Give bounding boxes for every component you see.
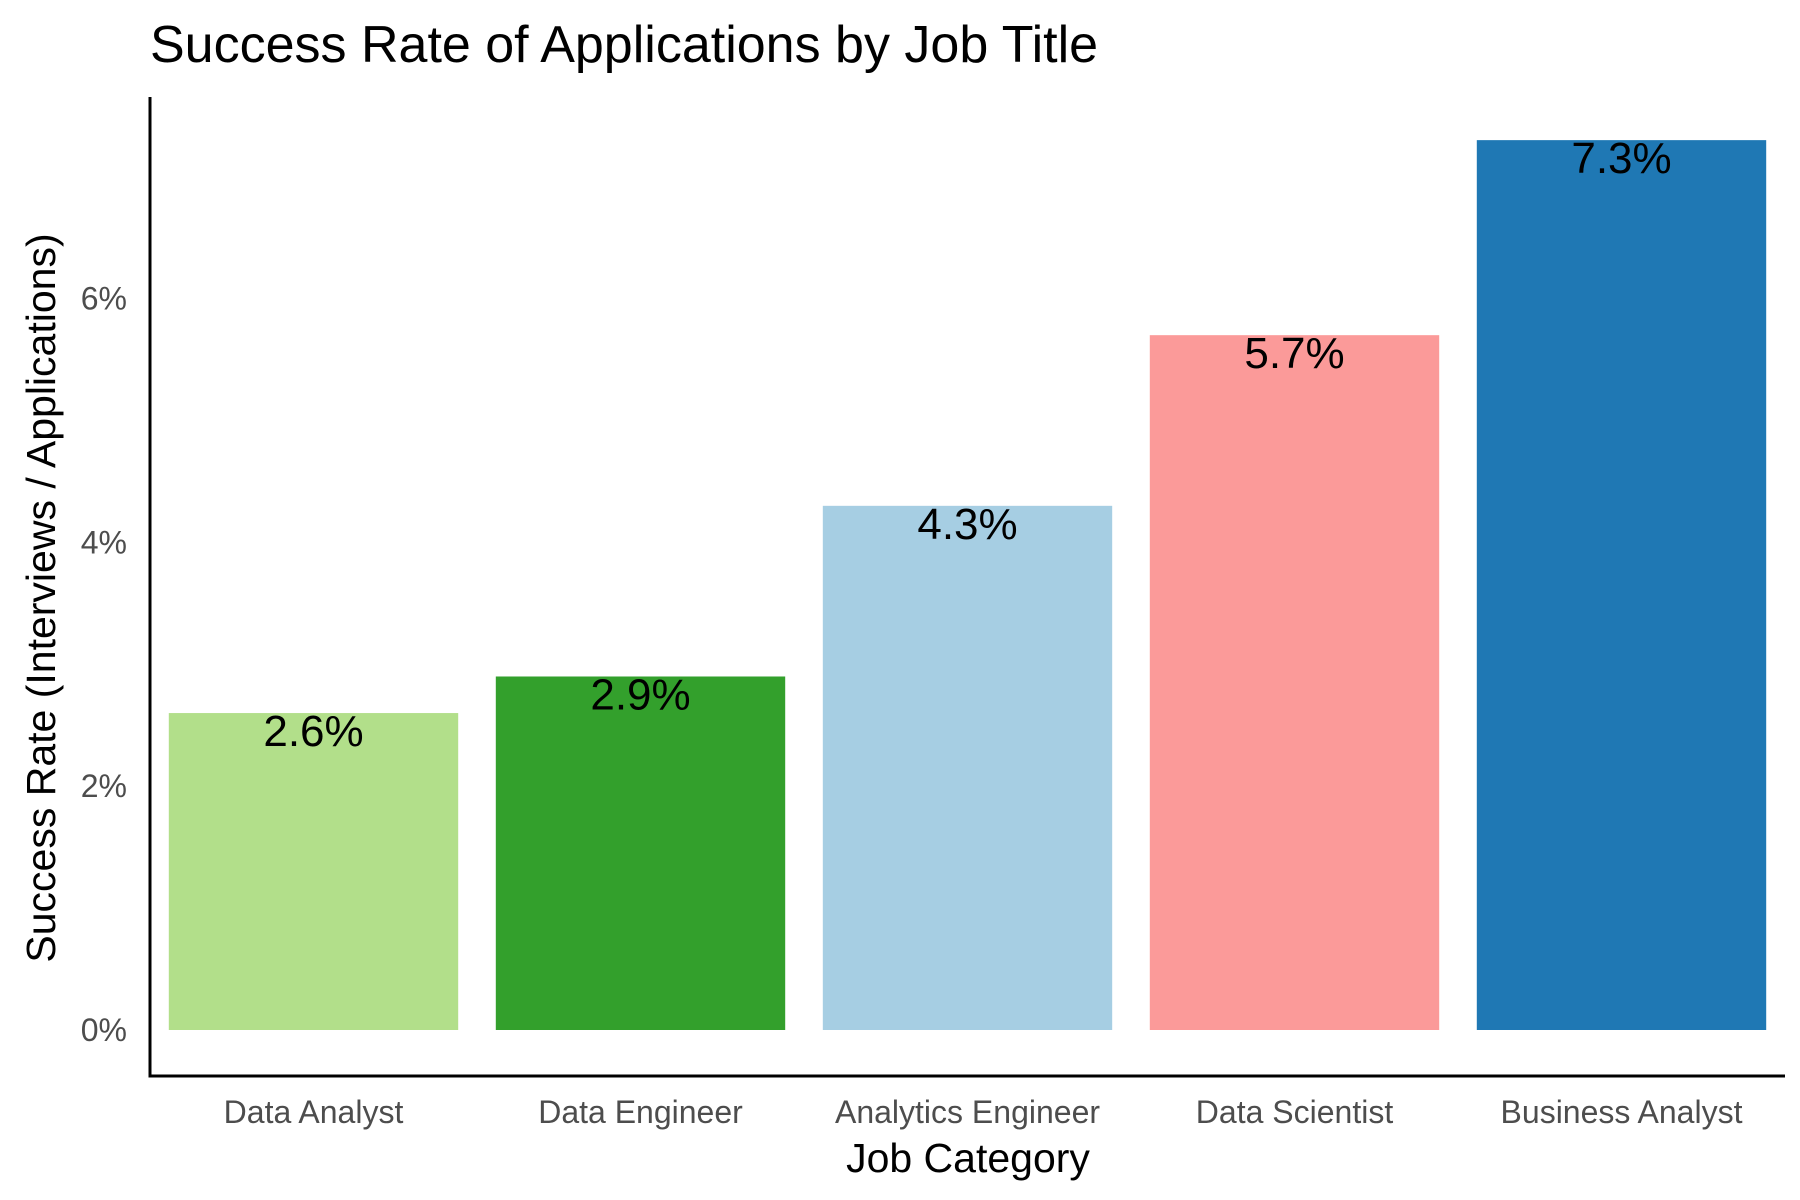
bars-layer [168,140,1767,1031]
y-tick-labels: 0% 2% 4% 6% [81,281,127,1048]
y-tick-label: 6% [81,281,127,317]
bar-data-analyst [168,713,459,1030]
data-labels-layer: 2.6% 2.9% 4.3% 5.7% 7.3% [263,134,1671,756]
bar-data-engineer [495,676,786,1030]
y-tick-label: 0% [81,1012,127,1048]
y-tick-label: 4% [81,524,127,560]
bar-analytics-engineer [822,505,1113,1031]
data-label: 5.7% [1244,329,1344,378]
x-tick-labels: Data Analyst Data Engineer Analytics Engin… [224,1094,1743,1130]
x-tick-label: Data Analyst [224,1094,404,1130]
x-tick-label: Data Engineer [538,1094,743,1130]
bar-business-analyst [1476,140,1767,1030]
y-tick-label: 2% [81,768,127,804]
bar-data-scientist [1149,335,1440,1030]
y-axis-title: Success Rate (Interviews / Applications) [18,233,64,962]
chart-title: Success Rate of Applications by Job Titl… [150,16,1098,74]
data-label: 4.3% [917,500,1017,549]
data-label: 2.6% [263,707,363,756]
x-tick-label: Data Scientist [1196,1094,1394,1130]
data-label: 2.9% [590,670,690,719]
x-tick-label: Business Analyst [1501,1094,1743,1130]
data-label: 7.3% [1571,134,1671,183]
x-axis-title: Job Category [846,1135,1090,1181]
x-tick-label: Analytics Engineer [835,1094,1100,1130]
